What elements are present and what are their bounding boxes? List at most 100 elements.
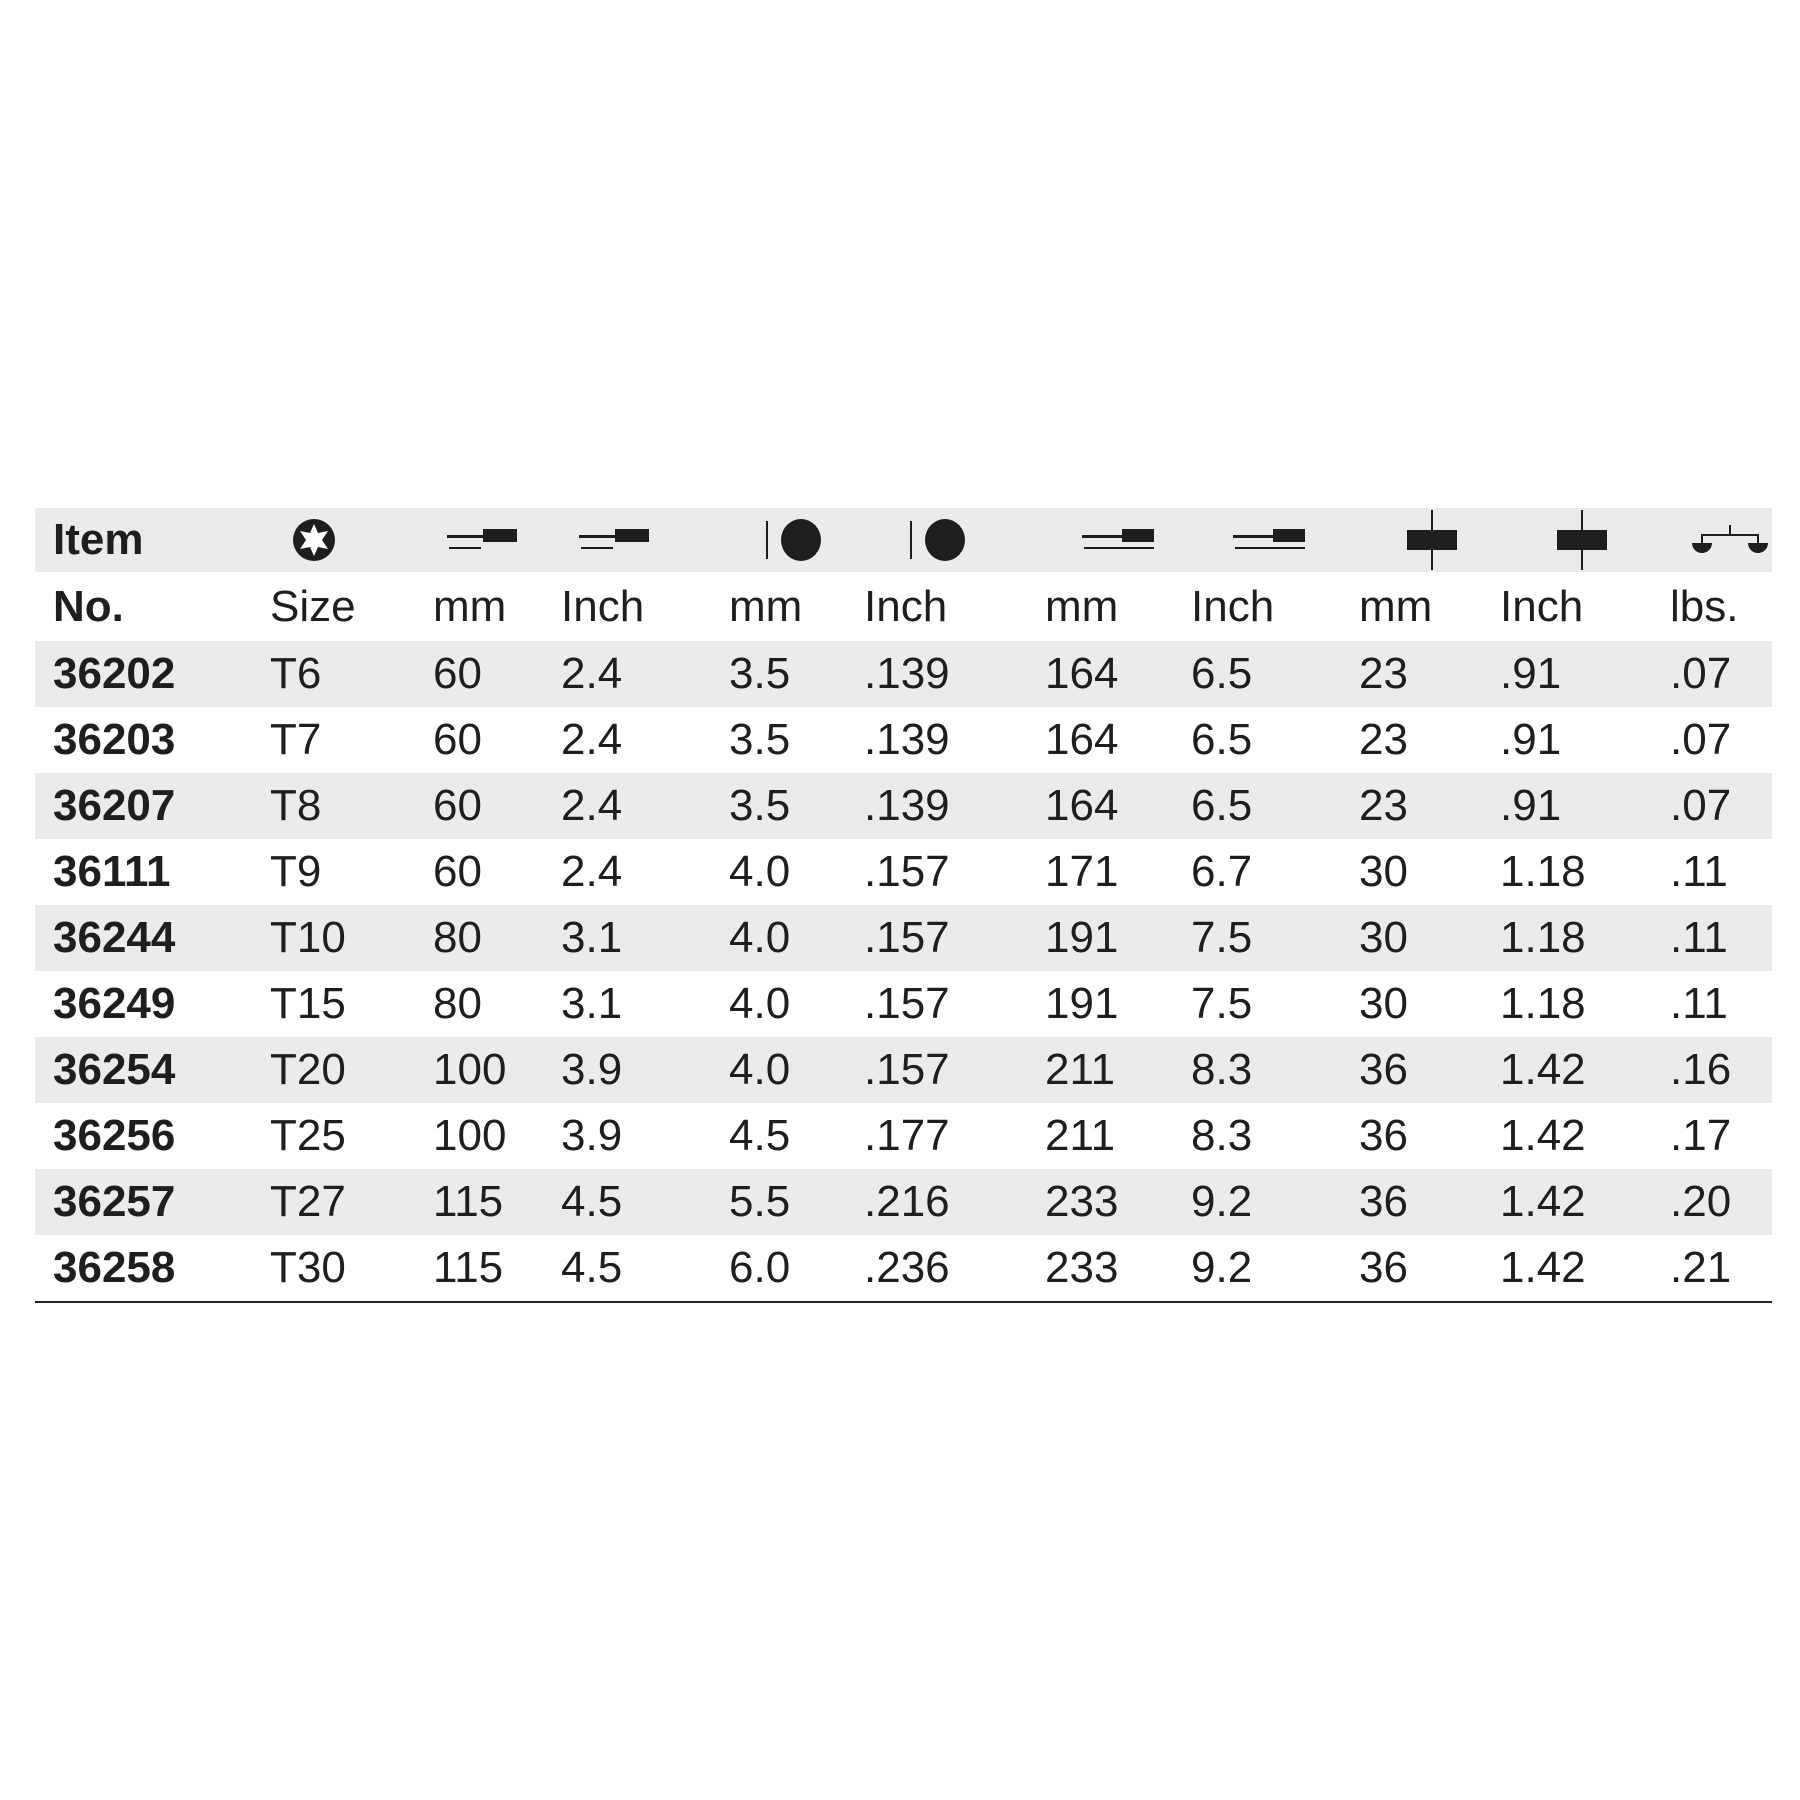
table-cell: 4.0 [729,913,791,962]
table-cell: .91 [1500,781,1562,830]
table-cell: .11 [1670,847,1728,896]
table-cell: .91 [1500,649,1562,698]
table-cell: .157 [864,847,950,896]
table-cell: 60 [433,781,482,830]
table-cell: T9 [270,847,322,896]
table-row: 36203 T7 60 2.4 3.5 .139 164 6.5 23 .91 .07 [35,707,1772,773]
item-number-cell: 36244 [53,913,176,962]
overall-length-icon [1082,508,1156,572]
table-cell: .11 [1670,913,1728,962]
table-cell: 30 [1359,979,1408,1028]
table-cell: .21 [1670,1243,1732,1292]
item-number-cell: 36203 [53,715,176,764]
header-weight: lbs. [1670,581,1739,631]
item-number-cell: 36258 [53,1243,176,1292]
blade-length-icon [579,508,651,572]
table-cell: 8.3 [1191,1045,1253,1094]
table-cell: 4.5 [561,1177,623,1226]
table-cell: 6.7 [1191,847,1253,896]
table-cell: 211 [1045,1045,1116,1094]
table-cell: 80 [433,979,482,1028]
table-cell: .157 [864,979,950,1028]
table-row: 36244 T10 80 3.1 4.0 .157 191 7.5 30 1.18 .11 [35,905,1772,971]
table-cell: 9.2 [1191,1243,1253,1292]
item-number-cell: 36111 [53,847,171,896]
table-cell: 233 [1045,1177,1119,1226]
table-cell: 2.4 [561,715,623,764]
table-cell: T20 [270,1045,346,1094]
table-cell: .07 [1670,649,1732,698]
table-cell: T8 [270,781,322,830]
item-number-cell: 36254 [53,1045,176,1094]
table-cell: T7 [270,715,322,764]
table-cell: 4.5 [729,1111,791,1160]
table-cell: .07 [1670,781,1732,830]
table-cell: 3.5 [729,649,791,698]
table-row: 36202 T6 60 2.4 3.5 .139 164 6.5 23 .91 .07 [35,641,1772,707]
header-handle-mm: mm [1359,581,1433,631]
table-cell: 2.4 [561,781,623,830]
table-cell: .157 [864,913,950,962]
table-cell: 4.5 [561,1243,623,1292]
table-cell: 60 [433,649,482,698]
table-cell: .16 [1670,1045,1732,1094]
spec-table: Item No. Size [35,508,1772,1303]
table-cell: 80 [433,913,482,962]
table-cell: 1.18 [1500,913,1586,962]
blade-length-icon [447,508,519,572]
table-cell: .07 [1670,715,1732,764]
table-cell: 23 [1359,715,1408,764]
diameter-icon [907,508,969,572]
torx-star-icon [290,508,338,572]
table-cell: 1.42 [1500,1045,1586,1094]
table-cell: 4.0 [729,1045,791,1094]
table-cell: 30 [1359,913,1408,962]
header-dia-mm: mm [729,581,803,631]
table-cell: 1.18 [1500,847,1586,896]
handle-diameter-icon [1405,508,1459,572]
item-number-cell: 36207 [53,781,176,830]
table-cell: 5.5 [729,1177,791,1226]
table-cell: 164 [1045,649,1119,698]
table-cell: 171 [1045,847,1119,896]
overall-length-icon [1233,508,1307,572]
table-cell: 3.9 [561,1111,623,1160]
table-cell: 115 [433,1177,504,1226]
diameter-icon [763,508,825,572]
table-cell: .177 [864,1111,950,1160]
table-cell: 23 [1359,649,1408,698]
table-cell: 6.5 [1191,781,1253,830]
header-blade-inch: Inch [561,581,645,631]
header-handle-inch: Inch [1500,581,1584,631]
table-cell: 3.1 [561,913,623,962]
table-cell: .11 [1670,979,1728,1028]
table-row: 36258 T30 115 4.5 6.0 .236 233 9.2 36 1.42 .21 [35,1235,1772,1301]
item-number-cell: 36257 [53,1177,176,1226]
table-cell: 7.5 [1191,913,1253,962]
table-cell: 36 [1359,1243,1408,1292]
header-size: Size [270,581,356,631]
table-cell: T6 [270,649,322,698]
header-row-icons: Item [35,508,1772,572]
header-no: No. [53,581,124,631]
table-cell: 23 [1359,781,1408,830]
table-cell: 6.0 [729,1243,791,1292]
table-cell: .216 [864,1177,950,1226]
table-cell: 3.5 [729,781,791,830]
table-row: 36257 T27 115 4.5 5.5 .216 233 9.2 36 1.42 .20 [35,1169,1772,1235]
table-cell: 1.42 [1500,1243,1586,1292]
table-cell: T25 [270,1111,346,1160]
table-cell: 233 [1045,1243,1119,1292]
table-cell: .236 [864,1243,950,1292]
table-cell: T15 [270,979,346,1028]
header-row-units: No. Size mm Inch mm Inch mm Inch mm Inch… [35,572,1772,641]
table-cell: T10 [270,913,346,962]
table-cell: 2.4 [561,847,623,896]
table-cell: 1.42 [1500,1177,1586,1226]
header-item: Item [53,515,144,564]
table-cell: 191 [1045,979,1119,1028]
table-cell: 100 [433,1045,507,1094]
table-cell: 36 [1359,1111,1408,1160]
table-cell: 36 [1359,1177,1408,1226]
table-cell: 60 [433,715,482,764]
